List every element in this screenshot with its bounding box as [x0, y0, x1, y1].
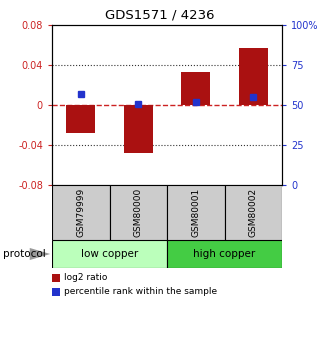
Text: log2 ratio: log2 ratio	[64, 274, 108, 283]
Text: GDS1571 / 4236: GDS1571 / 4236	[105, 8, 215, 21]
Text: high copper: high copper	[193, 249, 256, 259]
Bar	[167, 185, 225, 240]
Polygon shape	[30, 248, 50, 260]
Text: percentile rank within the sample: percentile rank within the sample	[64, 287, 217, 296]
Bar	[225, 185, 282, 240]
Text: GSM80000: GSM80000	[134, 188, 143, 237]
Bar	[66, 105, 95, 133]
Bar	[52, 240, 167, 268]
Bar	[167, 240, 282, 268]
Bar	[181, 72, 210, 105]
Text: GSM79999: GSM79999	[76, 188, 85, 237]
Bar	[52, 185, 109, 240]
Bar	[109, 185, 167, 240]
Text: protocol: protocol	[3, 249, 46, 259]
Text: GSM80001: GSM80001	[191, 188, 200, 237]
Bar	[239, 48, 268, 105]
Bar	[124, 105, 153, 153]
Text: low copper: low copper	[81, 249, 138, 259]
Text: GSM80002: GSM80002	[249, 188, 258, 237]
